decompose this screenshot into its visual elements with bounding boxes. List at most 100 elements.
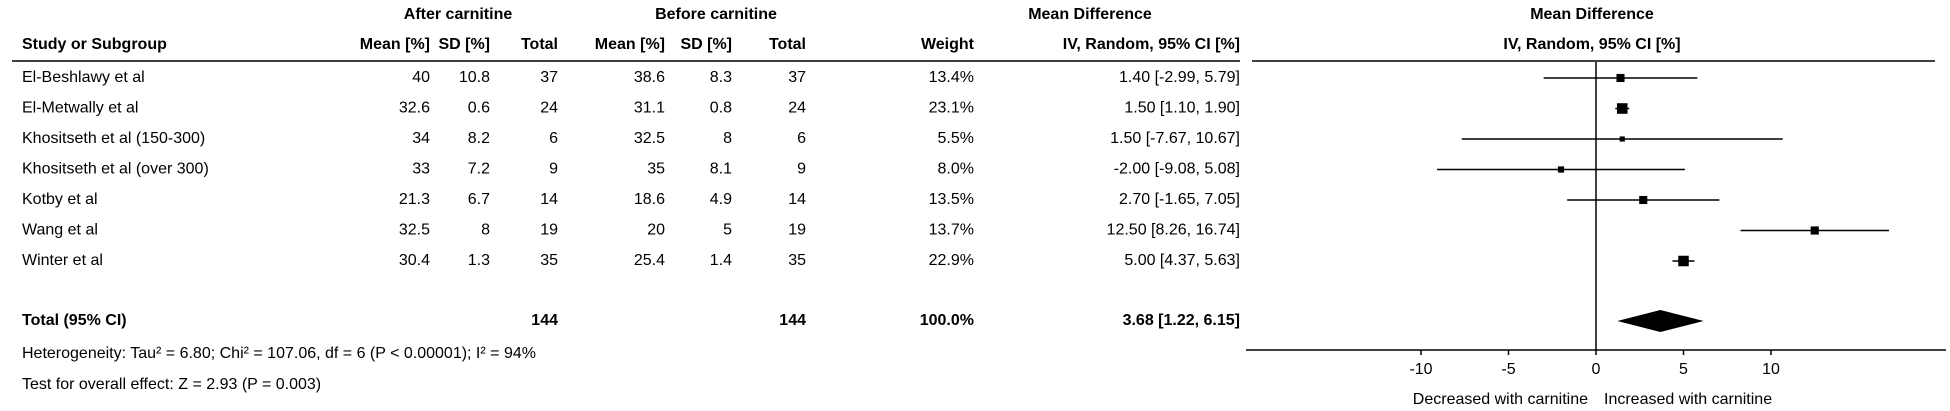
table-cell: 4.9 (710, 191, 732, 208)
table-cell: 9 (797, 161, 806, 178)
table-cell: 18.6 (634, 191, 665, 208)
table-cell: 35 (647, 161, 665, 178)
effect-square (1616, 73, 1625, 83)
group-header: Mean Difference (1028, 6, 1152, 23)
column-header: Weight (921, 36, 975, 53)
total-cell: 100.0% (920, 312, 974, 329)
table-cell: 38.6 (634, 69, 665, 86)
table-cell: 31.1 (634, 100, 665, 117)
table-cell: 22.9% (929, 252, 974, 269)
table-cell: 34 (412, 130, 430, 147)
table-cell: 6 (549, 130, 558, 147)
study-name: Kotby et al (22, 191, 98, 208)
table-cell: 35 (540, 252, 558, 269)
table-cell: 19 (788, 222, 806, 239)
summary-diamond (1617, 310, 1704, 332)
column-header: IV, Random, 95% CI [%] (1503, 36, 1680, 53)
table-cell: 13.5% (929, 191, 974, 208)
x-tick-label: -5 (1501, 361, 1515, 378)
column-header: Total (769, 36, 806, 53)
overall-effect: Test for overall effect: Z = 2.93 (P = 0… (22, 376, 321, 393)
group-header: Before carnitine (655, 6, 777, 23)
table-cell: 1.50 [-7.67, 10.67] (1110, 130, 1240, 147)
table-cell: 40 (412, 69, 430, 86)
table-cell: -2.00 [-9.08, 5.08] (1114, 161, 1240, 178)
x-tick-label: -10 (1409, 361, 1432, 378)
table-cell: 13.7% (929, 222, 974, 239)
study-name: Winter et al (22, 252, 103, 269)
table-cell: 1.50 [1.10, 1.90] (1124, 100, 1240, 117)
column-header: IV, Random, 95% CI [%] (1063, 36, 1240, 53)
total-cell: 144 (779, 312, 806, 329)
table-cell: 10.8 (459, 69, 490, 86)
table-cell: 0.8 (710, 100, 732, 117)
table-cell: 30.4 (399, 252, 430, 269)
table-cell: 8.1 (710, 161, 732, 178)
table-cell: 1.3 (468, 252, 490, 269)
table-cell: 32.5 (634, 130, 665, 147)
group-header: Mean Difference (1530, 6, 1654, 23)
table-cell: 0.6 (468, 100, 490, 117)
column-header: Total (521, 36, 558, 53)
table-cell: 1.4 (710, 252, 732, 269)
table-cell: 23.1% (929, 100, 974, 117)
x-tick-label: 5 (1679, 361, 1688, 378)
table-cell: 6 (797, 130, 806, 147)
effect-square (1619, 136, 1625, 142)
effect-square (1810, 226, 1819, 235)
column-header: SD [%] (438, 36, 490, 53)
table-cell: 25.4 (634, 252, 665, 269)
table-cell: 37 (788, 69, 806, 86)
table-cell: 1.40 [-2.99, 5.79] (1119, 69, 1240, 86)
study-name: El-Beshlawy et al (22, 69, 145, 86)
table-cell: 13.4% (929, 69, 974, 86)
x-label-right: Increased with carnitine (1604, 391, 1772, 408)
total-cell: 3.68 [1.22, 6.15] (1123, 312, 1240, 329)
table-cell: 5.5% (938, 130, 974, 147)
table-cell: 35 (788, 252, 806, 269)
study-name: El-Metwally et al (22, 100, 138, 117)
column-header: SD [%] (680, 36, 732, 53)
effect-square (1678, 255, 1689, 267)
total-cell: 144 (531, 312, 558, 329)
table-cell: 8.3 (710, 69, 732, 86)
total-cell: Total (95% CI) (22, 312, 127, 329)
table-cell: 8 (723, 130, 732, 147)
table-cell: 2.70 [-1.65, 7.05] (1119, 191, 1240, 208)
x-tick-label: 0 (1592, 361, 1601, 378)
effect-square (1557, 166, 1565, 173)
x-tick-label: 10 (1762, 361, 1780, 378)
column-header: Mean [%] (360, 36, 430, 53)
table-cell: 24 (788, 100, 806, 117)
table-cell: 20 (647, 222, 665, 239)
column-header: Mean [%] (595, 36, 665, 53)
table-cell: 8.0% (938, 161, 974, 178)
table-cell: 5 (723, 222, 732, 239)
table-cell: 8.2 (468, 130, 490, 147)
table-cell: 12.50 [8.26, 16.74] (1107, 222, 1240, 239)
table-cell: 19 (540, 222, 558, 239)
study-name: Wang et al (22, 222, 98, 239)
table-cell: 32.6 (399, 100, 430, 117)
table-cell: 7.2 (468, 161, 490, 178)
table-cell: 6.7 (468, 191, 490, 208)
table-cell: 21.3 (399, 191, 430, 208)
heterogeneity: Heterogeneity: Tau² = 6.80; Chi² = 107.0… (22, 345, 536, 362)
group-header: After carnitine (404, 6, 513, 23)
table-cell: 37 (540, 69, 558, 86)
table-cell: 14 (540, 191, 558, 208)
table-cell: 24 (540, 100, 558, 117)
effect-square (1616, 103, 1628, 114)
column-header: Study or Subgroup (22, 36, 167, 53)
table-cell: 14 (788, 191, 806, 208)
table-cell: 5.00 [4.37, 5.63] (1124, 252, 1240, 269)
table-cell: 8 (481, 222, 490, 239)
study-name: Khositseth et al (over 300) (22, 161, 209, 178)
table-cell: 32.5 (399, 222, 430, 239)
table-cell: 9 (549, 161, 558, 178)
effect-square (1639, 195, 1648, 205)
table-cell: 33 (412, 161, 430, 178)
x-label-left: Decreased with carnitine (1413, 391, 1588, 408)
study-name: Khositseth et al (150-300) (22, 130, 205, 147)
